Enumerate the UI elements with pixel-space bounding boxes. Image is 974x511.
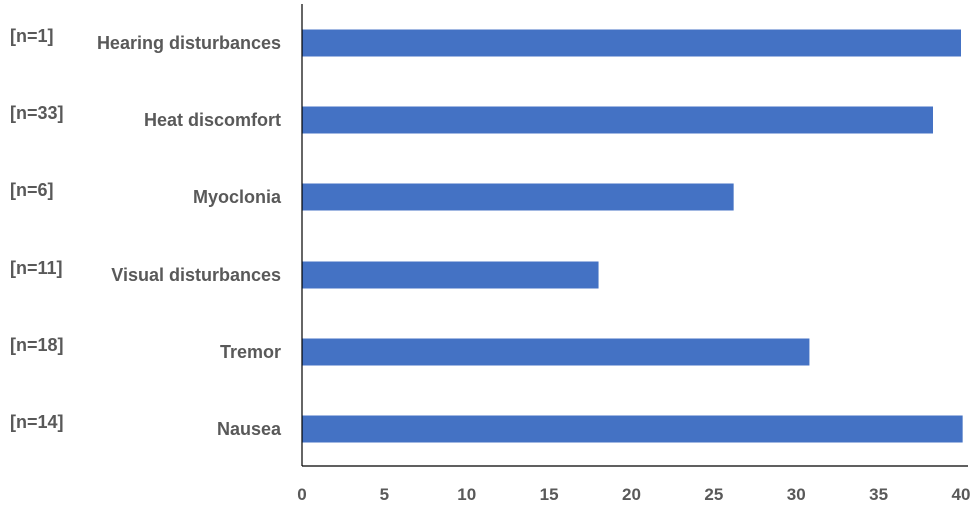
n-label-0: [n=1] — [10, 26, 54, 46]
x-tick-label-3: 15 — [540, 485, 559, 504]
n-label-4: [n=18] — [10, 335, 64, 355]
n-label-5: [n=14] — [10, 412, 64, 432]
n-label-3: [n=11] — [10, 258, 63, 278]
labels-layer: 0 5 10 15 20 25 30 35 40 Hearing disturbances Heat… — [10, 26, 970, 504]
x-tick-label-7: 35 — [869, 485, 888, 504]
n-label-2: [n=6] — [10, 180, 54, 200]
bar-5 — [302, 415, 963, 443]
category-label-5: Nausea — [217, 419, 282, 439]
x-tick-label-8: 40 — [952, 485, 971, 504]
x-tick-label-0: 0 — [297, 485, 306, 504]
bar-2 — [302, 183, 734, 211]
bar-4 — [302, 338, 810, 366]
axis-layer — [301, 4, 968, 467]
x-tick-label-6: 30 — [787, 485, 806, 504]
category-label-4: Tremor — [220, 342, 281, 362]
bar-1 — [302, 106, 933, 134]
x-tick-label-2: 10 — [457, 485, 476, 504]
category-label-3: Visual disturbances — [111, 265, 281, 285]
category-label-0: Hearing disturbances — [97, 33, 281, 53]
bar-0 — [302, 29, 961, 57]
x-tick-label-5: 25 — [704, 485, 723, 504]
bar-3 — [302, 261, 599, 289]
x-tick-label-1: 5 — [380, 485, 389, 504]
n-label-1: [n=33] — [10, 103, 64, 123]
category-label-1: Heat discomfort — [144, 110, 281, 130]
x-tick-label-4: 20 — [622, 485, 641, 504]
bars-layer — [302, 29, 963, 443]
category-label-2: Myoclonia — [193, 187, 282, 207]
